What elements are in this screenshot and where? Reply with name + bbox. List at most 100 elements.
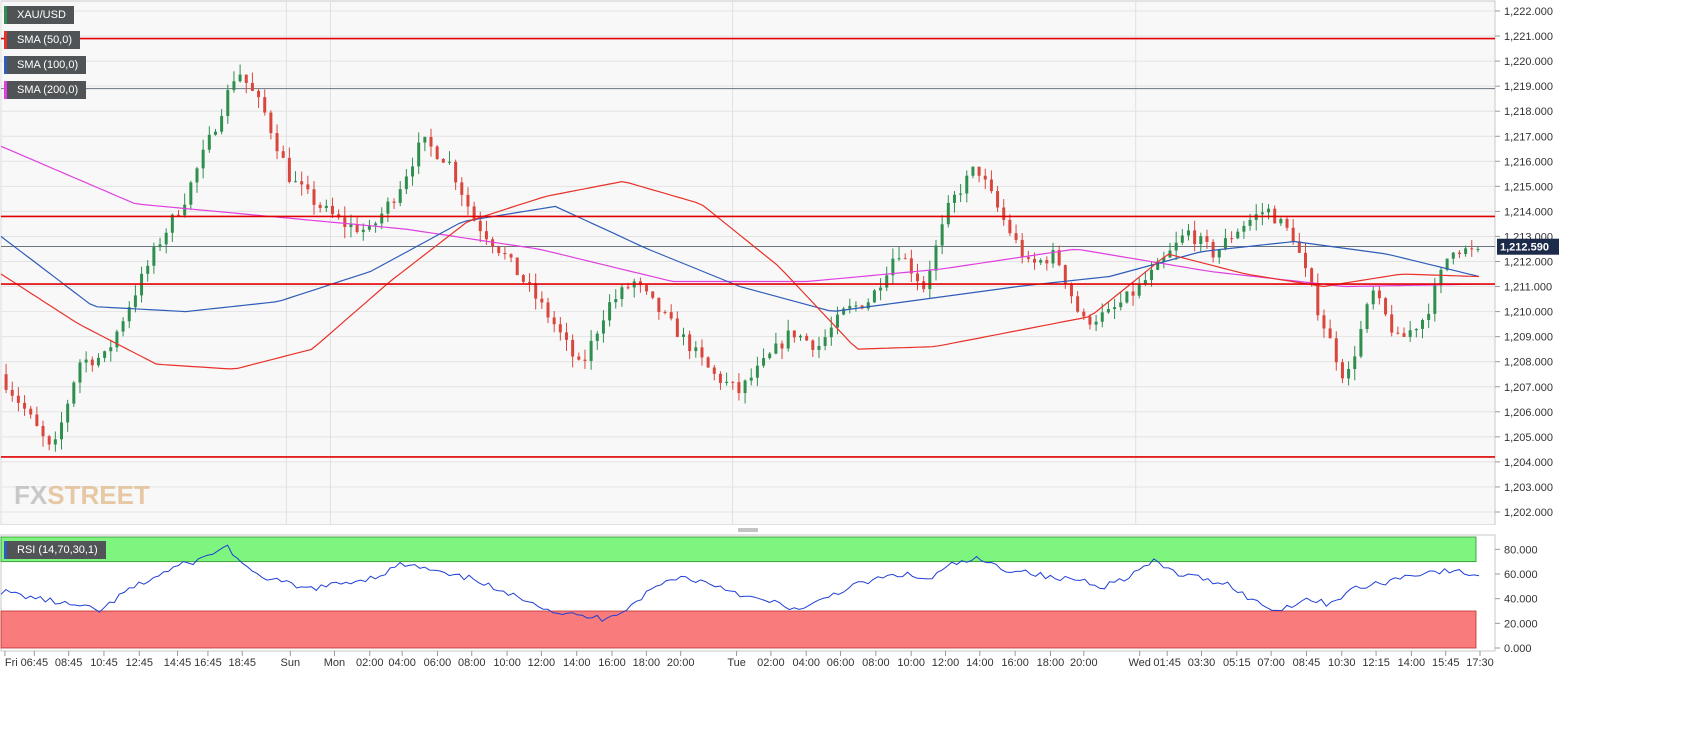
candle-body — [1063, 265, 1067, 284]
candle-body — [589, 340, 593, 361]
candle-body — [1365, 304, 1369, 330]
candle-body — [386, 201, 390, 214]
candle-body — [183, 204, 187, 216]
candle-body — [84, 359, 88, 363]
candle-body — [361, 229, 365, 233]
time-tick-label: 07:00 — [1257, 657, 1285, 669]
time-tick-label: 08:45 — [1293, 657, 1321, 669]
candle-body — [392, 201, 396, 203]
time-tick-label: 18:00 — [633, 657, 661, 669]
candle-body — [1377, 290, 1381, 299]
price-tick-label: 1,204.000 — [1504, 457, 1553, 469]
time-tick-label: 17:30 — [1466, 657, 1494, 669]
candle-body — [133, 295, 137, 308]
candle-body — [1420, 320, 1424, 329]
candle-body — [1285, 218, 1289, 228]
pane-splitter[interactable] — [0, 525, 1496, 535]
price-tick-label: 1,207.000 — [1504, 382, 1553, 394]
time-tick-label: 10:00 — [493, 657, 521, 669]
price-pane — [0, 0, 1496, 526]
candle-body — [1353, 356, 1357, 370]
candle-body — [1322, 315, 1326, 329]
candle-body — [380, 213, 384, 224]
candle-body — [232, 81, 236, 91]
candle-body — [608, 302, 612, 321]
time-tick-label: 12:00 — [932, 657, 960, 669]
price-tick-label: 1,210.000 — [1504, 307, 1553, 319]
candle-body — [466, 194, 470, 207]
candle-body — [897, 258, 901, 260]
price-tick-label: 1,215.000 — [1504, 181, 1553, 193]
candle-body — [706, 357, 710, 368]
candle-body — [343, 217, 347, 228]
candle-body — [41, 425, 45, 437]
candle-body — [601, 320, 605, 334]
candle-body — [90, 359, 94, 366]
candle-body — [226, 90, 230, 117]
candle-body — [1150, 269, 1154, 281]
candle-body — [1174, 242, 1178, 251]
candle-body — [1180, 235, 1184, 243]
sma100-legend[interactable]: SMA (100,0) — [4, 56, 87, 74]
price-tick-label: 1,214.000 — [1504, 206, 1553, 218]
candle-body — [1113, 307, 1117, 310]
candle-body — [1137, 283, 1141, 296]
candle-body — [398, 189, 402, 203]
time-tick-label: 06:45 — [21, 657, 49, 669]
time-tick-label: 18:45 — [228, 657, 256, 669]
candle-body — [1408, 330, 1412, 337]
candle-body — [1328, 328, 1332, 339]
current-price-text: 1,212.590 — [1500, 242, 1549, 254]
candle-body — [4, 374, 8, 390]
candle-body — [583, 359, 587, 361]
candle-body — [478, 220, 482, 232]
sma50-legend[interactable]: SMA (50,0) — [4, 31, 81, 49]
sma200-legend[interactable]: SMA (200,0) — [4, 81, 87, 99]
candle-body — [170, 214, 174, 233]
candle-body — [53, 439, 57, 445]
candle-body — [1014, 233, 1018, 240]
time-tick-label: 08:00 — [862, 657, 890, 669]
candle-body — [1439, 269, 1443, 286]
candle-body — [681, 334, 685, 337]
candle-body — [620, 287, 624, 300]
candle-body — [1267, 208, 1271, 213]
candle-body — [1347, 369, 1351, 379]
candle-body — [731, 381, 735, 383]
candle-body — [1433, 285, 1437, 314]
price-tick-label: 1,222.000 — [1504, 6, 1553, 18]
candle-body — [534, 283, 538, 299]
time-tick-label: 02:00 — [757, 657, 785, 669]
candle-body — [786, 330, 790, 349]
candle-body — [934, 245, 938, 271]
price-tick-label: 1,216.000 — [1504, 156, 1553, 168]
candle-body — [848, 305, 852, 309]
candle-body — [1008, 219, 1012, 234]
symbol-legend[interactable]: XAU/USD — [4, 6, 74, 24]
candle-body — [737, 382, 741, 394]
candle-body — [749, 377, 753, 381]
candle-body — [294, 181, 298, 183]
candle-body — [318, 204, 322, 208]
sma50-label: SMA (50,0) — [17, 34, 73, 46]
candle-body — [688, 334, 692, 352]
candle-body — [1217, 249, 1221, 258]
candle-body — [799, 335, 803, 338]
sma50-line — [0, 180, 1480, 370]
candle-body — [66, 403, 70, 423]
candle-body — [1082, 311, 1086, 317]
price-tick-label: 1,203.000 — [1504, 482, 1553, 494]
rsi-legend[interactable]: RSI (14,70,30,1) — [4, 541, 106, 559]
time-tick-label: Tue — [727, 657, 746, 669]
time-tick-label: 04:00 — [792, 657, 820, 669]
candle-body — [484, 231, 488, 240]
candles — [4, 64, 1480, 452]
candle-body — [1045, 260, 1049, 264]
candle-body — [447, 161, 451, 163]
candle-body — [121, 321, 125, 332]
candle-body — [755, 365, 759, 378]
candle-body — [109, 347, 113, 352]
time-tick-label: Mon — [324, 657, 345, 669]
current-price-box — [1497, 238, 1559, 255]
candle-body — [287, 157, 291, 182]
